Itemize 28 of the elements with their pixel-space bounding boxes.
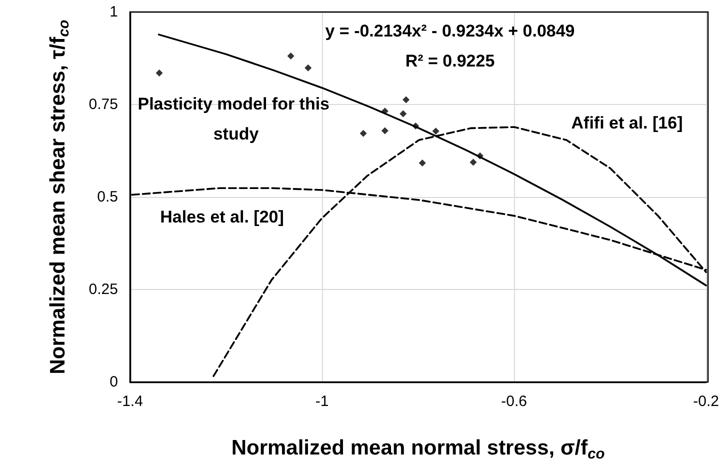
point [287, 52, 294, 60]
point [470, 158, 477, 166]
annotation: y = -0.2134x² - 0.9234x + 0.0849 [325, 22, 575, 40]
y-tick-label: 0 [110, 374, 118, 390]
annotation: Afifi et al. [16] [571, 114, 683, 132]
x-tick-label: -1.4 [117, 393, 143, 410]
x-tick-label: -1 [315, 393, 329, 410]
point [381, 127, 388, 134]
x-tick-label: -0.2 [693, 393, 720, 410]
annotation: Plasticity model for this study [138, 94, 334, 144]
point [381, 108, 388, 115]
point [476, 152, 484, 160]
y-tick-label: 1 [110, 4, 118, 20]
point [360, 130, 367, 137]
y-tick-label: 0.5 [97, 188, 118, 206]
point [400, 110, 407, 118]
point [412, 122, 420, 130]
y-tick-label: 0.25 [88, 281, 118, 298]
annotation: Hales et al. [20] [160, 208, 284, 226]
point [418, 159, 426, 166]
point [156, 70, 163, 77]
annotation: R² = 0.9225 [405, 52, 495, 70]
x-tick-label: -0.6 [501, 393, 527, 410]
y-axis-title: Normalized mean shear stress, τ/fco [46, 20, 72, 374]
point [402, 96, 410, 104]
point [304, 64, 312, 72]
point [432, 128, 440, 135]
y-tick-label: 0.75 [88, 96, 118, 113]
